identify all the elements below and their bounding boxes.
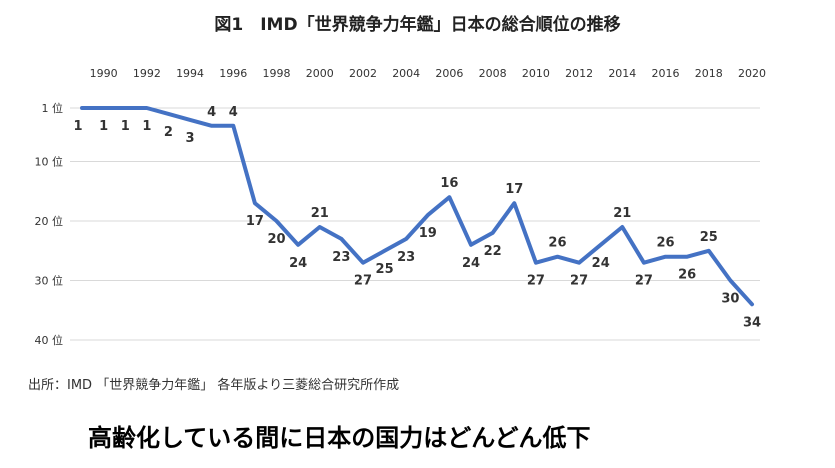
data-label: 4 [229,105,238,120]
data-label: 1 [99,119,108,134]
data-label: 34 [743,315,761,330]
data-label: 4 [207,105,216,120]
data-label: 20 [267,232,285,247]
y-tick-label: 40 位 [35,333,64,347]
y-tick-label: 20 位 [35,214,64,228]
x-tick-label: 2014 [608,67,636,80]
x-tick-label: 1994 [176,67,204,80]
x-tick-label: 2016 [652,67,680,80]
data-label: 27 [527,274,545,289]
data-label: 22 [484,244,502,259]
data-label: 30 [721,292,739,307]
data-label: 1 [73,119,82,134]
x-tick-label: 1990 [90,67,118,80]
data-label: 24 [592,256,610,271]
gridlines [70,107,760,341]
y-tick-label: 1 位 [42,101,64,115]
x-tick-label: 1998 [263,67,291,80]
data-label: 23 [332,250,350,265]
data-label: 23 [397,250,415,265]
data-label: 17 [505,182,523,197]
data-label: 16 [440,176,458,191]
data-label: 2 [164,125,173,140]
data-label: 27 [354,274,372,289]
data-label: 26 [678,268,696,283]
x-tick-label: 1996 [219,67,247,80]
x-tick-label: 2008 [479,67,507,80]
chart-title: 図1 IMD「世界競争力年鑑」日本の総合順位の推移 [214,15,621,35]
data-labels: 1 1 1 1 2 34 417202421232725231916242217272627… [73,105,761,330]
data-label: 1 [142,119,151,134]
x-tick-label: 2000 [306,67,334,80]
data-label: 21 [613,206,631,221]
source-note: 出所：IMD 「世界競争力年鑑」 各年版より三菱総合研究所作成 [28,378,400,393]
data-label: 24 [289,256,307,271]
data-label: 3 [186,131,195,146]
data-label: 1 [121,119,130,134]
x-tick-label: 2020 [738,67,766,80]
caption: 高齢化している間に日本の国力はどんどん低下 [88,424,591,452]
data-label: 25 [376,262,394,277]
x-tick-label: 2006 [435,67,463,80]
x-tick-label: 2002 [349,67,377,80]
series-line [80,106,754,307]
data-label: 25 [700,230,718,245]
x-tick-label: 1992 [133,67,161,80]
x-tick-label: 2010 [522,67,550,80]
data-label: 24 [462,256,480,271]
data-label: 21 [311,206,329,221]
x-tick-label: 2018 [695,67,723,80]
x-tick-label: 2004 [392,67,420,80]
data-label: 26 [548,236,566,251]
data-label: 27 [635,274,653,289]
y-tick-label: 30 位 [35,274,64,288]
data-label: 17 [246,214,264,229]
y-tick-label: 10 位 [35,155,64,169]
x-axis-ticks: 1990 1992 1994 1996 1998 2000 2002 2004 2006 2008… [90,67,766,80]
data-label: 26 [657,236,675,251]
data-label: 19 [419,226,437,241]
x-tick-label: 2012 [565,67,593,80]
data-label: 27 [570,274,588,289]
y-axis-ticks: 1 位 10 位 20 位 30 位 40 位 [35,101,64,347]
